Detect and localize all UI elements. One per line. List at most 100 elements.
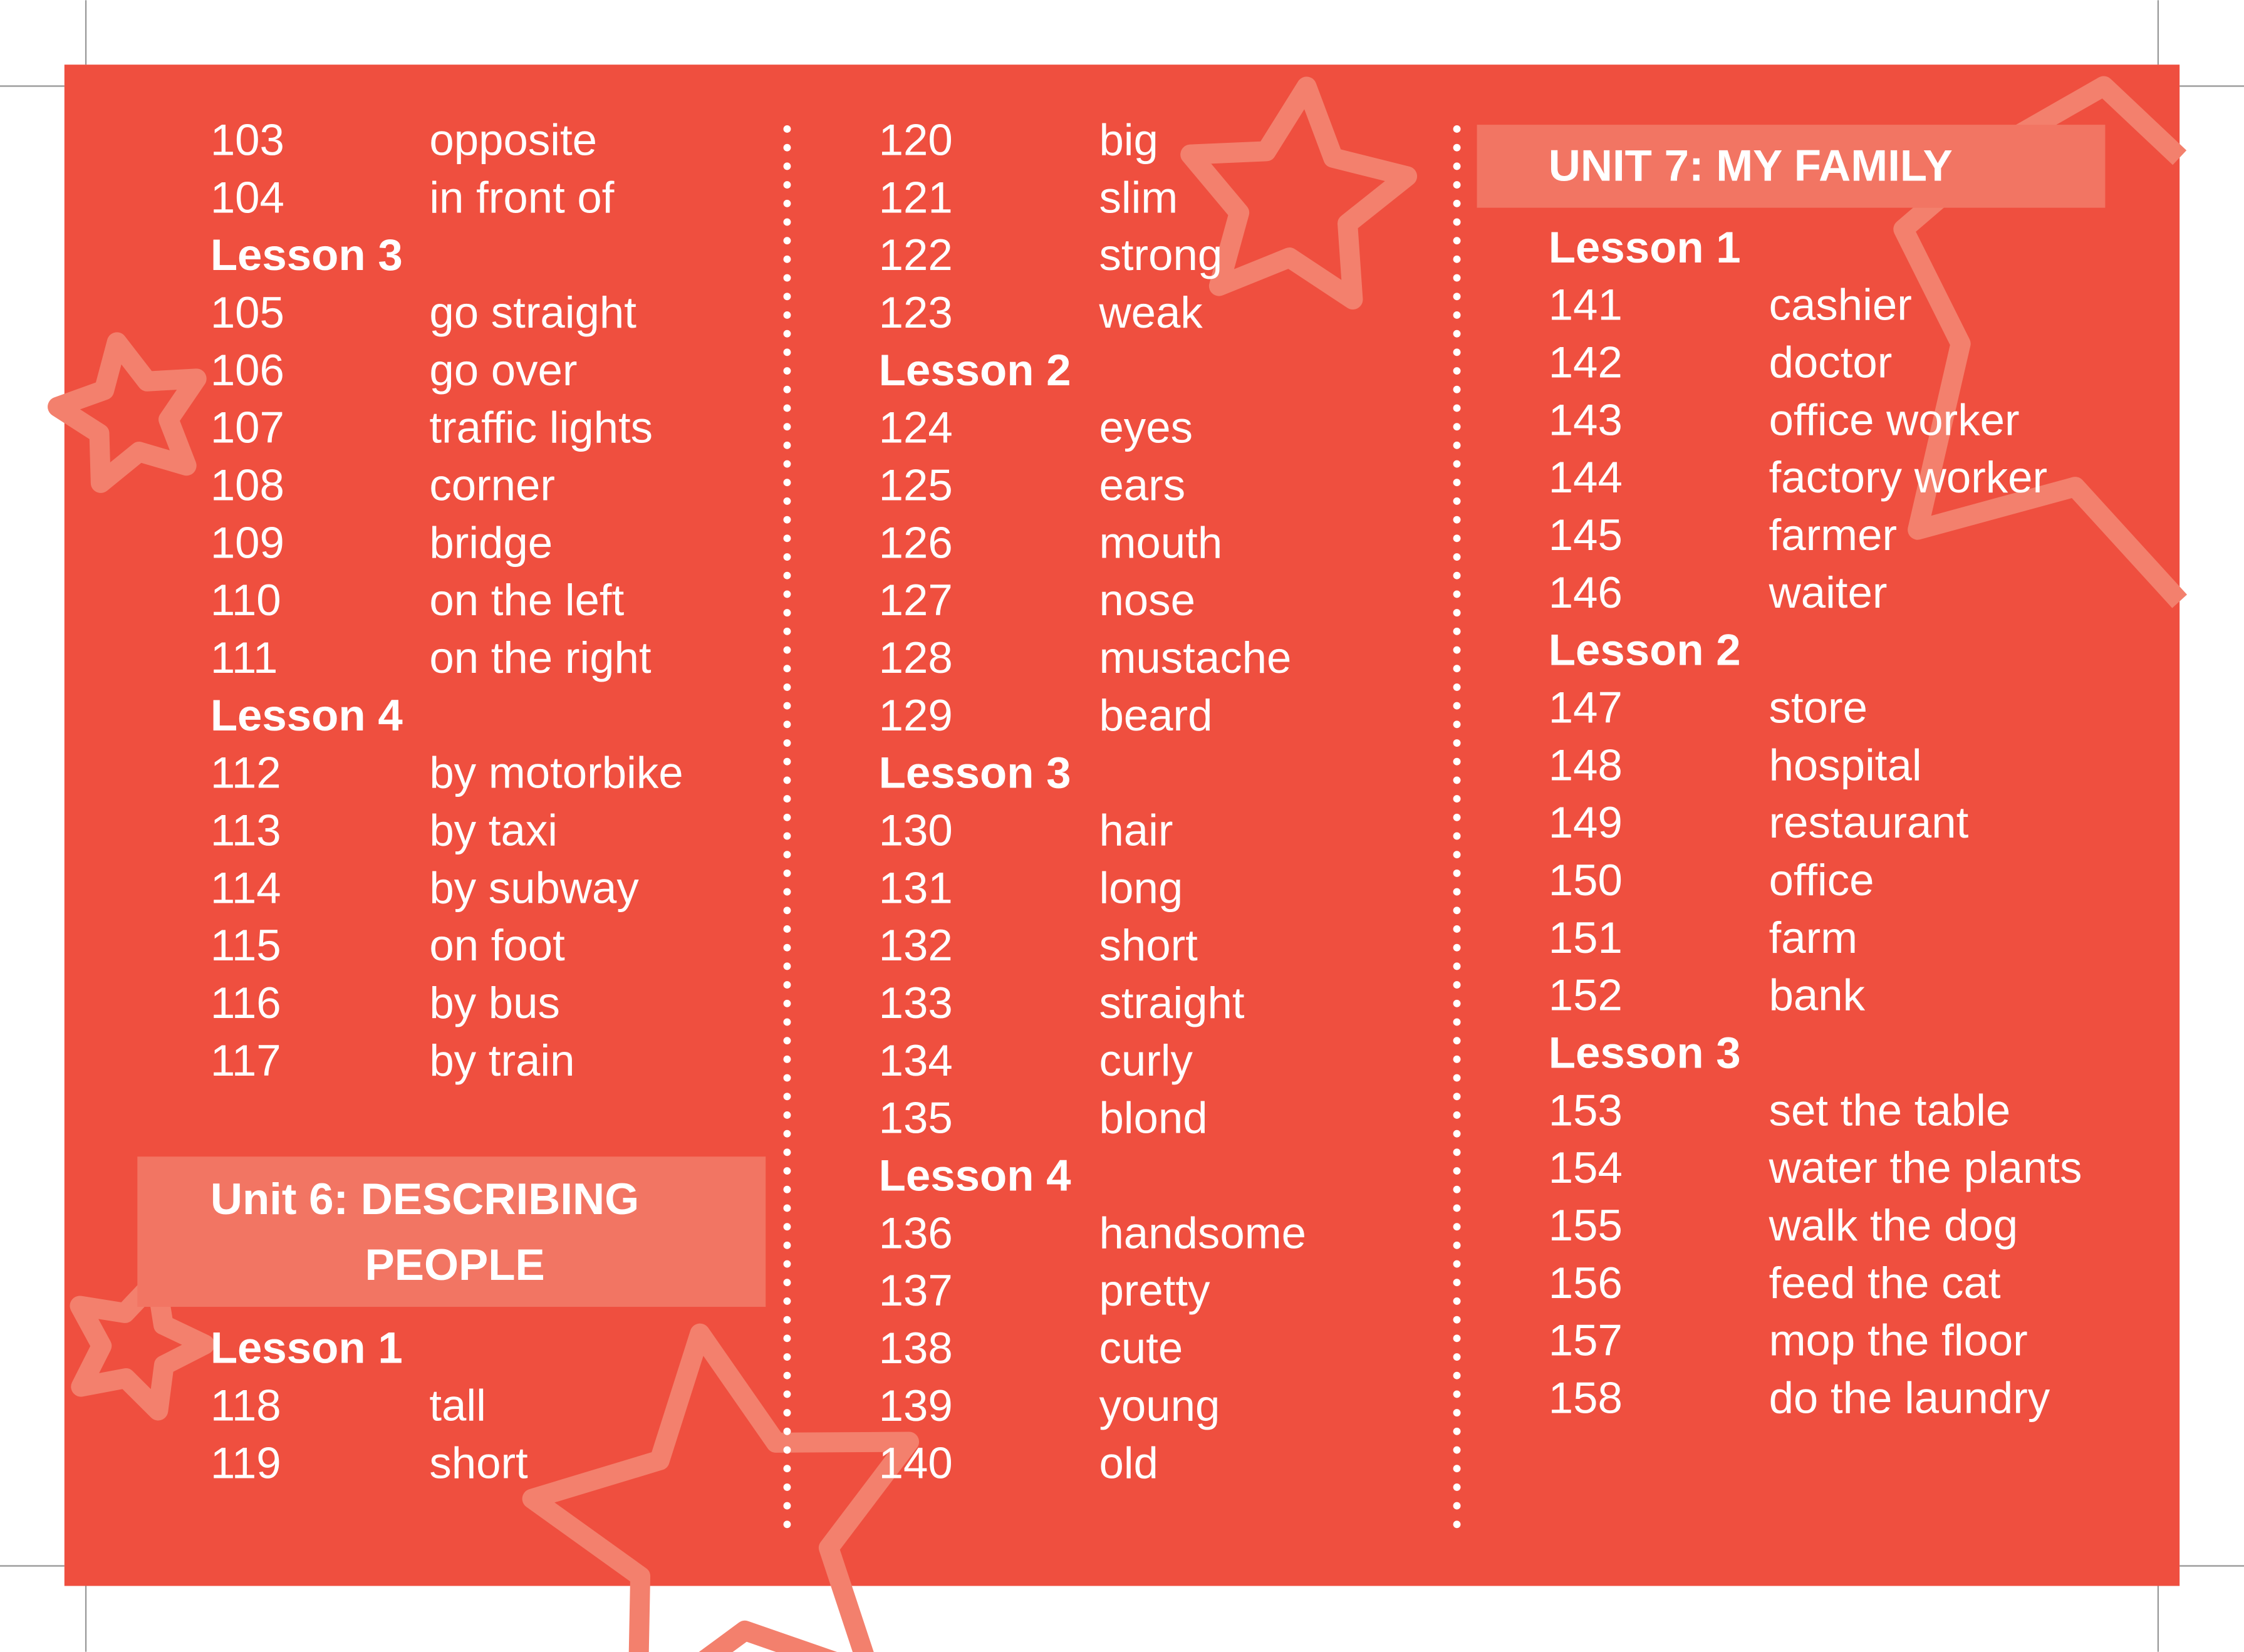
separator-dot (783, 441, 791, 449)
word-number: 107 (210, 403, 284, 453)
separator-dot (1453, 1446, 1461, 1454)
separator-dot (783, 1279, 791, 1287)
separator-dot (1453, 1483, 1461, 1491)
separator-dot (783, 776, 791, 784)
separator-dot (1453, 218, 1461, 226)
separator-dot (1453, 609, 1461, 617)
separator-dot (1453, 1037, 1461, 1045)
separator-dot (783, 1427, 791, 1435)
word-number: 126 (879, 518, 953, 568)
word: by bus (429, 979, 560, 1028)
separator-dot (1453, 1055, 1461, 1063)
lesson-heading: Lesson 3 (1549, 1029, 1741, 1078)
separator-dot (1453, 776, 1461, 784)
separator-dot (783, 143, 791, 152)
content: 103 opposite 104 in front of Lesson 3 105 go s… (137, 116, 2106, 1529)
separator-dot (783, 534, 791, 543)
unit-heading: Unit 6: DESCRIBING (210, 1175, 639, 1224)
word: water the plants (1769, 1143, 2082, 1193)
word-number: 137 (879, 1266, 953, 1316)
word-number: 106 (210, 346, 284, 395)
word-number: 146 (1549, 568, 1623, 618)
word-number: 117 (210, 1036, 281, 1086)
separator-dot (783, 1074, 791, 1082)
separator-dot (1453, 1465, 1461, 1473)
separator-dot (783, 1130, 791, 1138)
word: on the left (429, 576, 624, 625)
separator-dot (783, 479, 791, 487)
separator-dot (1453, 330, 1461, 338)
word: walk the dog (1769, 1201, 2018, 1250)
word-number: 130 (879, 806, 953, 856)
separator-dot (783, 702, 791, 710)
separator-dot (783, 720, 791, 729)
separator-dot (1453, 1520, 1461, 1529)
star-decorations (48, 76, 2188, 1652)
separator-dot (1453, 237, 1461, 245)
unit-heading: UNIT 7: MY FAMILY (1549, 142, 1953, 191)
separator-dot (783, 1260, 791, 1268)
word-number: 147 (1549, 683, 1623, 733)
word-number: 131 (879, 863, 953, 913)
word: office (1769, 856, 1874, 905)
word: feed the cat (1769, 1259, 2001, 1308)
separator-dot (783, 571, 791, 579)
separator-dot (1453, 1279, 1461, 1287)
word: mustache (1099, 633, 1291, 683)
separator-dot (783, 218, 791, 226)
word-number: 115 (210, 921, 281, 970)
separator-dot (783, 739, 791, 747)
separator-dot (1453, 199, 1461, 207)
separator-dot (783, 1297, 791, 1305)
separator-dot (783, 962, 791, 970)
word: farm (1769, 913, 1858, 963)
word: waiter (1769, 568, 1888, 618)
word-number: 152 (1549, 971, 1623, 1021)
word: mouth (1099, 518, 1222, 568)
word: weak (1098, 288, 1203, 338)
word-number: 122 (879, 231, 953, 280)
separator-dot (783, 293, 791, 301)
word: young (1099, 1381, 1220, 1431)
word: cashier (1769, 281, 1912, 330)
lesson-heading: Lesson 1 (1549, 223, 1741, 273)
word-number: 113 (210, 806, 281, 856)
separator-dot (783, 1037, 791, 1045)
separator-dot (783, 943, 791, 952)
word-number: 132 (879, 921, 953, 970)
word-number: 140 (879, 1439, 953, 1488)
word-number: 114 (210, 863, 281, 913)
word: do the laundry (1769, 1374, 2050, 1423)
separator-dot (1453, 1185, 1461, 1193)
separator-dot (1453, 943, 1461, 952)
word: office worker (1769, 395, 2020, 445)
word: store (1769, 683, 1867, 733)
separator-dot (783, 311, 791, 319)
word: by motorbike (429, 749, 683, 798)
separator-dot (783, 162, 791, 170)
separator-dot (1453, 1074, 1461, 1082)
lesson-heading: Lesson 4 (879, 1151, 1071, 1201)
separator-dot (783, 683, 791, 691)
separator-dot (783, 1241, 791, 1249)
separator-dot (783, 1204, 791, 1212)
word-number: 118 (210, 1381, 281, 1430)
separator-dot (783, 274, 791, 282)
word-number: 103 (210, 116, 284, 165)
star (48, 332, 207, 493)
word: cute (1099, 1324, 1183, 1373)
word: tall (429, 1381, 486, 1430)
word-number: 150 (1549, 856, 1623, 905)
separator-dot (1453, 1371, 1461, 1379)
separator-dot (783, 590, 791, 598)
word-number: 105 (210, 288, 284, 338)
word-number: 134 (879, 1036, 953, 1086)
separator-dot (1453, 125, 1461, 133)
separator-dot (783, 627, 791, 635)
word: by train (429, 1036, 574, 1086)
star (1180, 76, 1418, 310)
separator-dot (1453, 1148, 1461, 1156)
word-number: 110 (210, 576, 281, 625)
separator-dot (1453, 348, 1461, 356)
